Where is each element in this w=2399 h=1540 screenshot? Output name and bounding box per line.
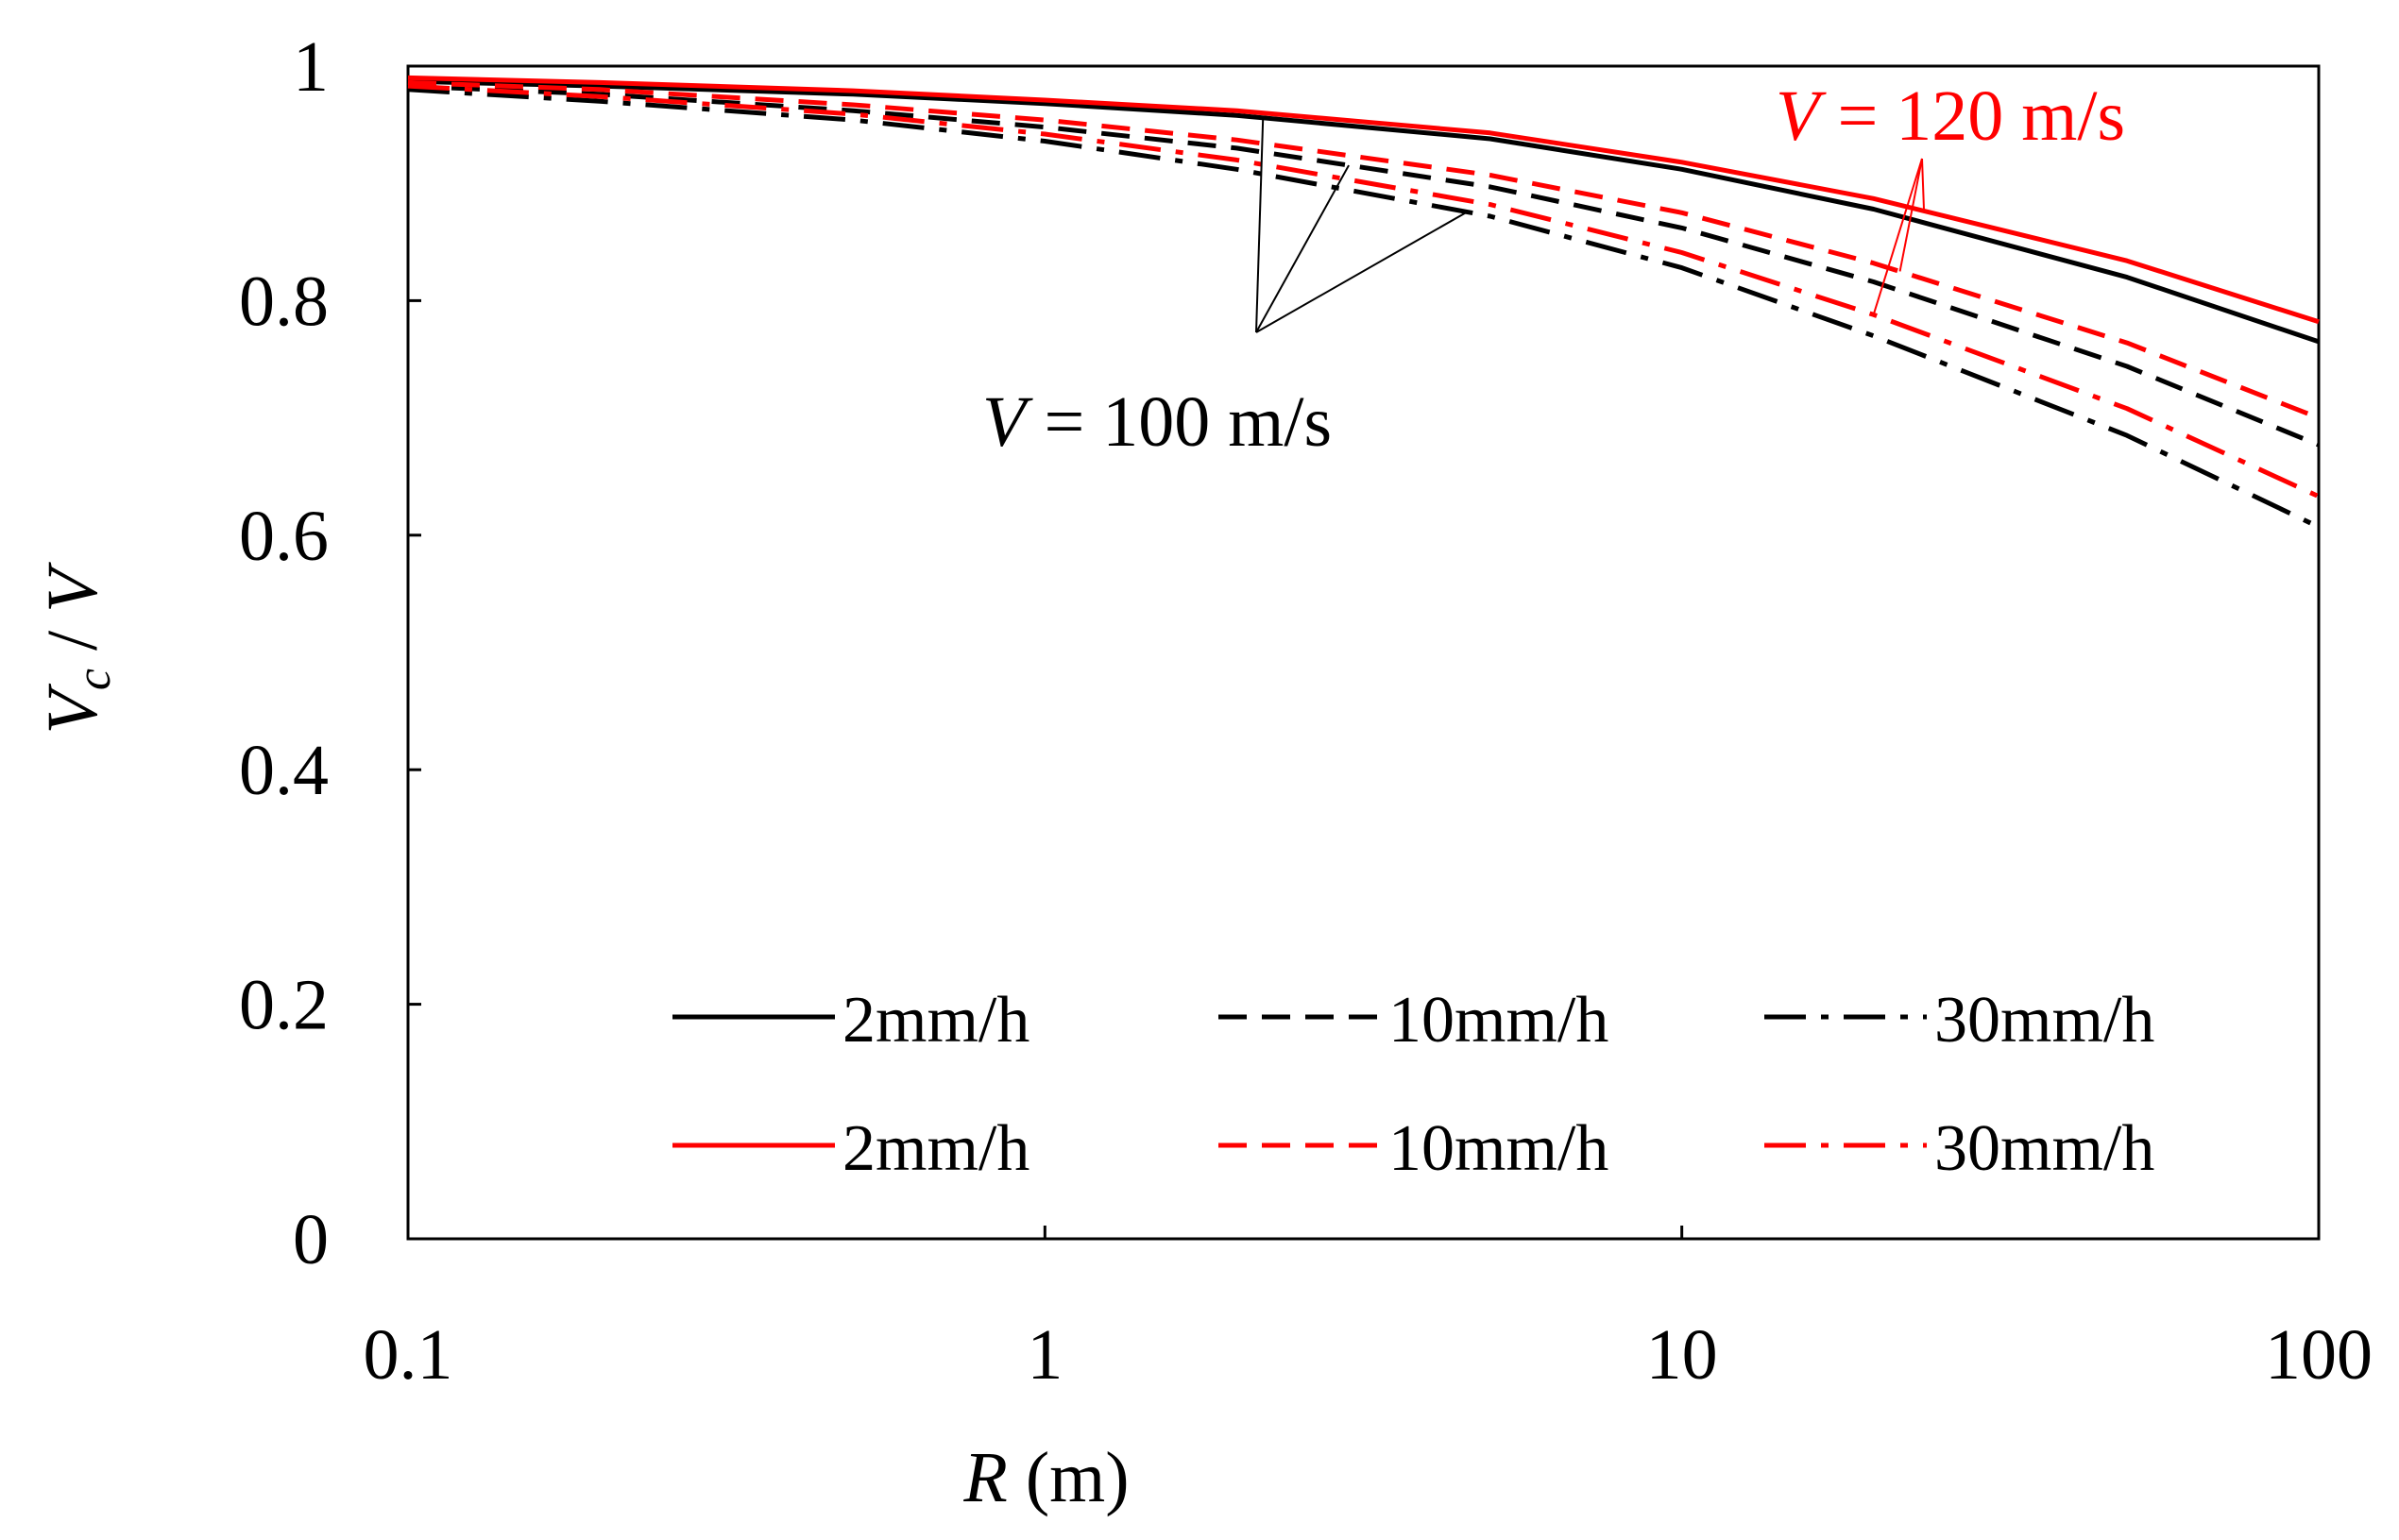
legend-label: 2mm/h: [842, 1112, 1029, 1185]
annotation-v100: V = 100 m/s: [982, 382, 1332, 462]
series-line: [407, 83, 2321, 499]
annotation-v100-var: V: [982, 382, 1033, 462]
annotation-leader-120: [1921, 158, 1926, 212]
y-axis-label-var2: V: [33, 562, 112, 613]
legend-label: 30mm/h: [1934, 1112, 2154, 1185]
annotation-leader-120: [1872, 158, 1923, 315]
series-line: [407, 78, 2320, 345]
annotation-leader-100: [1255, 211, 1468, 333]
y-axis-label-var: V: [33, 684, 112, 735]
series-line: [407, 87, 2321, 530]
y-axis-label-sep: /: [33, 613, 112, 668]
x-tick-label: 0.1: [364, 1315, 453, 1395]
annotation-leader-120: [1898, 158, 1923, 272]
y-axis-label-sub: c: [67, 668, 121, 690]
y-tick-label: 0.4: [239, 731, 329, 810]
x-axis-label-unit: (m): [1008, 1438, 1130, 1517]
legend-label: 30mm/h: [1934, 984, 2154, 1057]
y-tick-label: 1: [293, 27, 329, 107]
annotation-v120: V = 120 m/s: [1776, 76, 2125, 156]
legend-label: 10mm/h: [1388, 1112, 1608, 1185]
y-axis-label: Vc / V: [33, 562, 121, 735]
annotation-v120-var: V: [1776, 76, 1827, 156]
x-tick-label: 1: [1027, 1315, 1063, 1395]
series-line: [407, 75, 2320, 325]
legend-label: 10mm/h: [1388, 984, 1608, 1057]
annotation-leader-100: [1255, 164, 1350, 333]
annotation-leader-100: [1255, 117, 1265, 333]
annotation-v120-text: = 120 m/s: [1819, 76, 2125, 156]
y-tick-label: 0.2: [239, 966, 329, 1045]
x-tick-label: 100: [2265, 1315, 2373, 1395]
x-axis-label-var: R: [962, 1438, 1007, 1517]
x-axis-label: R (m): [962, 1438, 1129, 1517]
series-line: [407, 79, 2320, 420]
y-tick-label: 0.8: [239, 262, 329, 341]
annotation-v100-text: = 100 m/s: [1026, 382, 1332, 462]
y-tick-label: 0.6: [239, 497, 329, 576]
legend-label: 2mm/h: [842, 984, 1029, 1057]
x-tick-label: 10: [1646, 1315, 1718, 1395]
y-tick-label: 0: [293, 1200, 329, 1279]
plot-frame: [406, 64, 2321, 1241]
series-line: [407, 83, 2320, 448]
